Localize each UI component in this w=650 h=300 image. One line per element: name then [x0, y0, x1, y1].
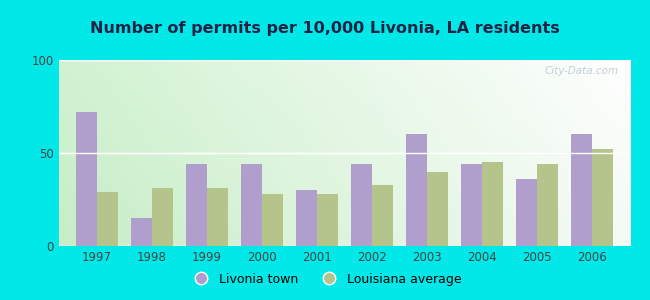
Text: City-Data.com: City-Data.com: [545, 66, 619, 76]
Bar: [516, 179, 537, 246]
Bar: [317, 194, 338, 246]
Bar: [537, 164, 558, 246]
Bar: [592, 149, 613, 246]
Bar: [76, 112, 97, 246]
Bar: [262, 194, 283, 246]
Bar: [406, 134, 427, 246]
Bar: [186, 164, 207, 246]
Bar: [571, 134, 592, 246]
Bar: [461, 164, 482, 246]
Bar: [427, 172, 448, 246]
Bar: [372, 184, 393, 246]
Bar: [296, 190, 317, 246]
Bar: [207, 188, 228, 246]
Text: Number of permits per 10,000 Livonia, LA residents: Number of permits per 10,000 Livonia, LA…: [90, 21, 560, 36]
Bar: [351, 164, 372, 246]
Legend: Livonia town, Louisiana average: Livonia town, Louisiana average: [184, 268, 466, 291]
Bar: [152, 188, 173, 246]
Bar: [482, 162, 503, 246]
Bar: [241, 164, 262, 246]
Bar: [131, 218, 152, 246]
Bar: [97, 192, 118, 246]
